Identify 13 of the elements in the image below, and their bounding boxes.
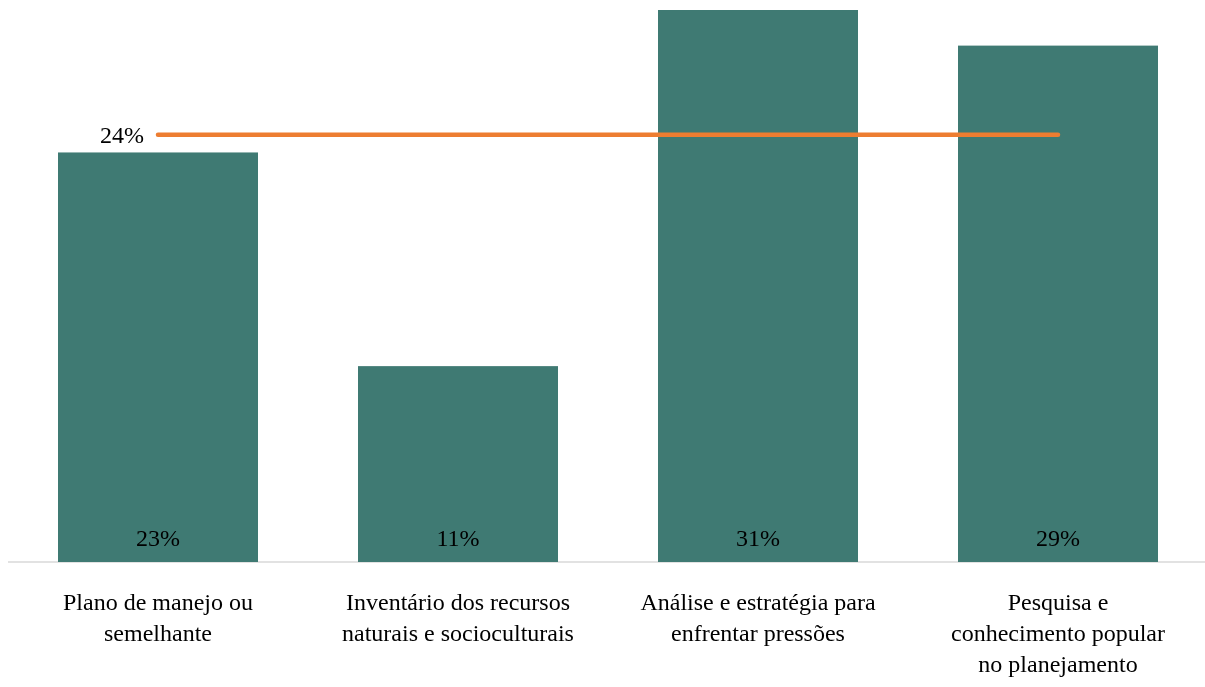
x-tick-label: Inventário dos recursos naturais e socioculturais (342, 589, 574, 646)
x-tick-label: Análise e estratégia para enfrentar pressões (640, 589, 876, 646)
bar (58, 152, 258, 562)
data-label: 24% (100, 122, 144, 149)
data-label: 11% (436, 525, 480, 551)
bar (958, 45, 1158, 562)
data-label: 23% (136, 525, 180, 551)
bar (658, 10, 858, 562)
x-tick-label: Plano de manejo ou semelhante (63, 589, 253, 646)
data-label: 31% (736, 525, 780, 551)
x-tick-label: Pesquisa e conhecimento popular no planejamento (951, 589, 1165, 677)
data-label: 29% (1036, 525, 1080, 551)
bar (358, 366, 558, 562)
